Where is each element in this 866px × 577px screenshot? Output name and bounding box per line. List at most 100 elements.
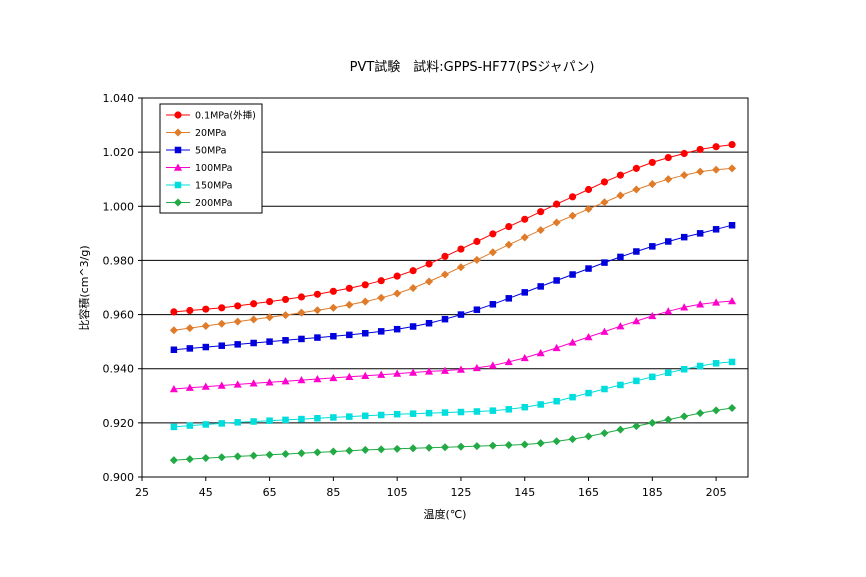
data-point (218, 304, 226, 312)
data-point (361, 297, 370, 306)
data-point (345, 300, 354, 309)
legend-item: 50MPa (166, 146, 226, 157)
data-point (170, 308, 178, 316)
data-point (680, 303, 689, 311)
data-point (202, 305, 210, 313)
data-point (441, 252, 449, 260)
series-5 (169, 403, 737, 465)
data-point (520, 440, 529, 449)
data-point (553, 200, 561, 208)
data-point (393, 325, 401, 333)
data-point (569, 271, 576, 278)
x-tick-label: 45 (199, 486, 213, 499)
data-point (521, 215, 529, 223)
data-point (297, 449, 306, 458)
data-point (330, 414, 337, 421)
legend-box (159, 103, 263, 214)
data-point (664, 415, 673, 424)
data-point (472, 255, 481, 264)
data-point (585, 265, 592, 272)
data-point (680, 412, 689, 421)
data-point (249, 451, 258, 460)
data-point (536, 348, 545, 357)
x-tick-label: 25 (135, 486, 149, 499)
x-tick-label: 205 (706, 486, 727, 499)
data-point (489, 230, 497, 238)
legend: 0.1MPa(外挿) 20MPa 50MPa 100MPa 150MPa 200MPa (159, 103, 263, 214)
data-point (218, 420, 225, 427)
data-point (377, 411, 385, 419)
data-point (297, 376, 306, 384)
data-point (250, 418, 257, 425)
data-point (265, 450, 274, 459)
data-point (425, 260, 433, 268)
x-tick-label: 65 (263, 486, 277, 499)
data-point (696, 362, 704, 370)
x-tick-label: 85 (326, 486, 340, 499)
data-point (728, 164, 737, 173)
data-point (633, 248, 640, 255)
data-point (585, 389, 592, 397)
data-point (314, 334, 321, 341)
data-point (313, 290, 321, 298)
x-tick-label: 125 (450, 486, 471, 499)
data-point (186, 345, 194, 352)
data-point (601, 259, 608, 266)
data-point (568, 435, 577, 444)
data-point (457, 408, 465, 416)
data-point (330, 332, 337, 340)
data-point (185, 383, 194, 391)
data-point (409, 284, 418, 293)
data-point (457, 311, 465, 318)
data-point (361, 371, 370, 379)
data-point (425, 319, 433, 327)
data-point (249, 315, 258, 324)
data-point (169, 384, 178, 393)
data-point (473, 306, 481, 313)
data-point (233, 452, 242, 461)
data-point (440, 443, 450, 452)
data-point (520, 353, 529, 362)
legend-item: 150MPa (166, 181, 232, 192)
data-point (584, 185, 593, 194)
data-point (250, 339, 257, 347)
data-point (185, 324, 194, 333)
data-point (536, 226, 545, 235)
data-point (266, 338, 273, 345)
data-point (472, 442, 481, 451)
data-point (600, 198, 609, 207)
data-point (409, 368, 418, 376)
data-point (568, 338, 577, 346)
data-point (234, 341, 241, 348)
series-4 (170, 358, 736, 431)
data-point (584, 432, 593, 441)
data-point (314, 415, 321, 422)
data-point (174, 111, 182, 119)
y-tick-label: 1.040 (103, 92, 135, 105)
data-point (488, 361, 497, 369)
data-point (600, 327, 609, 335)
y-tick-label: 0.980 (103, 254, 135, 267)
data-point (488, 441, 497, 450)
data-point (425, 443, 434, 452)
data-point (665, 238, 672, 245)
data-point (712, 406, 721, 415)
data-point (234, 419, 241, 426)
data-point (552, 218, 561, 227)
data-point (712, 298, 721, 306)
data-point (473, 408, 481, 415)
data-point (234, 302, 242, 310)
data-point (173, 198, 183, 207)
data-point (345, 446, 354, 455)
data-point (377, 293, 386, 302)
data-point (440, 366, 450, 374)
data-point (696, 167, 705, 176)
data-point (409, 410, 417, 417)
data-point (377, 445, 386, 454)
data-point (648, 311, 657, 320)
data-point (728, 140, 736, 149)
series-1 (169, 164, 737, 335)
legend-label: 20MPa (195, 128, 226, 139)
data-point (537, 401, 544, 408)
